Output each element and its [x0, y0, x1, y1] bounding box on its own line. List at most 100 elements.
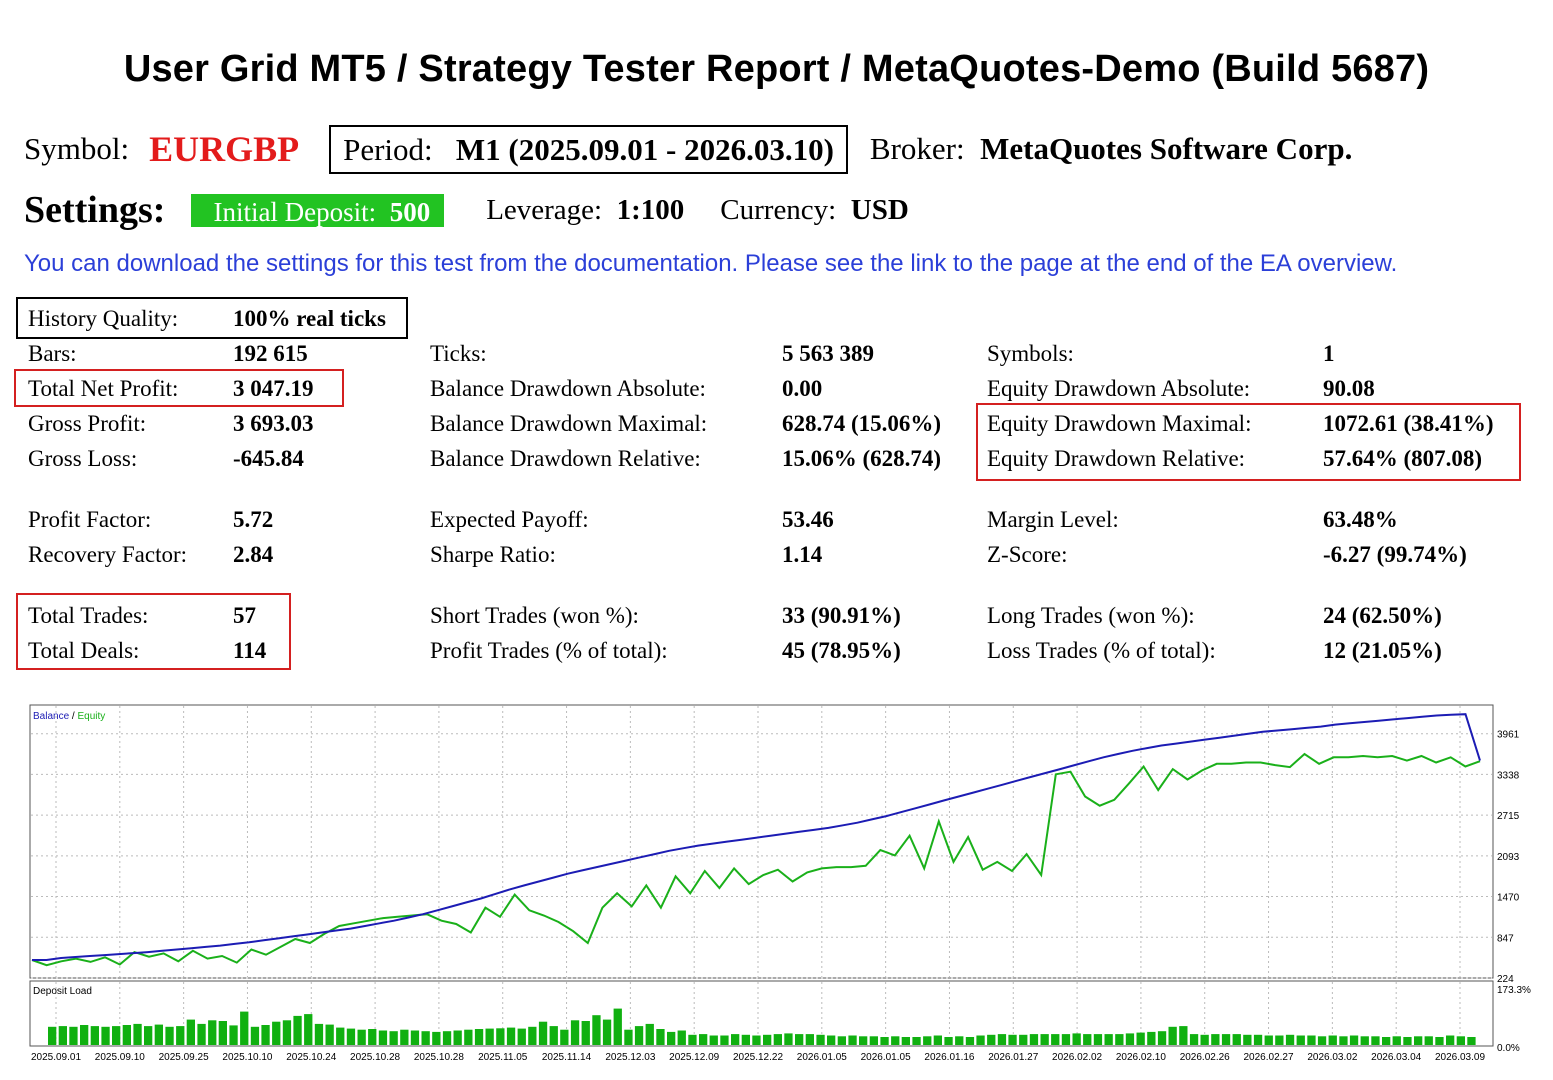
deposit-load-bar	[997, 1034, 1007, 1045]
deposit-load-bar	[923, 1036, 932, 1045]
deposit-load-bar	[933, 1035, 942, 1045]
net-profit-box	[14, 369, 344, 407]
x-tick-label: 2026.03.09	[1435, 1052, 1485, 1063]
deposit-load-bar	[346, 1028, 356, 1045]
x-tick-label: 2026.02.02	[1052, 1052, 1102, 1063]
deposit-load-bar	[250, 1026, 260, 1045]
x-tick-label: 2025.10.28	[414, 1052, 464, 1063]
stat-label: History Quality:	[28, 306, 179, 331]
deposit-y-tick-label: 0.0%	[1497, 1043, 1520, 1054]
deposit-load-bar	[581, 1021, 590, 1045]
deposit-load-bar	[848, 1035, 857, 1045]
deposit-load-bar	[1008, 1034, 1017, 1045]
x-tick-label: 2025.09.10	[95, 1052, 145, 1063]
deposit-load-bar	[517, 1028, 526, 1045]
stat-label: Loss Trades (% of total):	[987, 638, 1216, 663]
x-tick-label: 2025.12.09	[669, 1052, 719, 1063]
legend-separator: /	[69, 711, 77, 722]
initial-deposit-badge: Initial Deposit: 500	[191, 193, 445, 227]
deposit-load-bar	[1104, 1034, 1113, 1045]
deposit-load-bar	[827, 1035, 836, 1045]
x-tick-label: 2026.02.10	[1116, 1052, 1166, 1063]
deposit-load-bar	[549, 1026, 558, 1045]
deposit-load-bar	[1328, 1035, 1337, 1045]
deposit-load-bar	[720, 1035, 729, 1045]
deposit-load-bar	[1317, 1036, 1327, 1045]
stat-value: 3 047.19	[233, 376, 314, 401]
stat-value: 0.00	[782, 376, 823, 401]
period-value: M1 (2025.09.01 - 2026.03.10)	[455, 131, 834, 167]
deposit-load-bar	[1296, 1035, 1305, 1045]
deposit-load-bar	[432, 1031, 441, 1045]
documentation-link[interactable]: You can download the settings for this t…	[24, 250, 1398, 277]
x-tick-label: 2025.09.25	[159, 1052, 209, 1063]
stat-value: 2.84	[233, 542, 274, 567]
deposit-load-bar	[1264, 1035, 1273, 1045]
chart-legend: Balance / Equity	[33, 711, 105, 722]
deposit-load-bar	[1019, 1034, 1028, 1045]
stat-label: Equity Drawdown Relative:	[987, 446, 1246, 471]
x-tick-label: 2025.10.28	[350, 1052, 400, 1063]
legend-equity: Equity	[77, 711, 105, 722]
stat-label: Ticks:	[430, 341, 487, 366]
deposit-load-bar	[1382, 1037, 1391, 1045]
deposit-load-bar	[570, 1020, 580, 1045]
deposit-load-bar	[773, 1034, 782, 1045]
deposit-load-bar	[48, 1026, 57, 1045]
deposit-load-bar	[741, 1034, 750, 1045]
deposit-load-bar	[101, 1026, 110, 1045]
deposit-label: Initial Deposit:	[213, 196, 377, 227]
deposit-load-bar	[1051, 1034, 1060, 1045]
x-tick-label: 2026.01.05	[861, 1052, 911, 1063]
deposit-load-bar	[955, 1036, 964, 1045]
series-line-equity	[31, 752, 1481, 967]
symbol-row: Symbol: EURGBP Period: M1 (2025.09.01 - 20…	[24, 125, 1352, 174]
deposit-load-bar	[90, 1026, 99, 1045]
deposit-load-bar	[656, 1029, 665, 1045]
equity-drawdown-box	[976, 403, 1521, 481]
currency: Currency: USD	[720, 193, 908, 228]
currency-label: Currency:	[720, 194, 837, 227]
deposit-load-bar	[1221, 1034, 1231, 1045]
deposit-load-bar	[240, 1011, 249, 1045]
x-tick-label: 2025.12.03	[605, 1052, 655, 1063]
stat-label: Long Trades (won %):	[987, 603, 1195, 628]
deposit-load-bar	[1125, 1033, 1135, 1045]
deposit-load-bar	[282, 1020, 292, 1045]
deposit-load-bar	[69, 1026, 78, 1045]
stat-label: Profit Trades (% of total):	[430, 638, 668, 663]
x-tick-label: 2026.01.16	[924, 1052, 974, 1063]
y-tick-label: 224	[1497, 974, 1514, 985]
deposit-value: 500	[389, 196, 431, 227]
deposit-load-bar	[368, 1029, 377, 1045]
y-tick-label: 2715	[1497, 811, 1520, 822]
deposit-load-bar	[1136, 1032, 1145, 1045]
stat-label: Margin Level:	[987, 507, 1119, 532]
stat-value: -645.84	[233, 446, 304, 471]
x-tick-label: 2026.02.26	[1180, 1052, 1230, 1063]
deposit-load-bar	[1243, 1034, 1252, 1045]
deposit-load-bar	[389, 1031, 398, 1045]
stat-value: 192 615	[233, 341, 308, 366]
stat-value: 53.46	[782, 507, 834, 532]
x-tick-label: 2025.10.24	[286, 1052, 336, 1063]
deposit-load-bar	[1456, 1036, 1465, 1045]
deposit-load-panel-frame	[29, 980, 1494, 1047]
deposit-load-bar	[987, 1034, 996, 1045]
symbol-label: Symbol:	[24, 131, 130, 167]
deposit-load-bar	[80, 1025, 89, 1045]
y-tick-label: 3338	[1497, 770, 1520, 781]
deposit-load-bar	[1349, 1035, 1359, 1045]
stat-value: 5.72	[233, 507, 274, 532]
deposit-load-bar	[1360, 1036, 1369, 1045]
trades-box	[16, 593, 291, 670]
deposit-load-bar	[112, 1026, 121, 1045]
y-tick-label: 3961	[1497, 730, 1520, 741]
stat-label: Balance Drawdown Relative:	[430, 446, 701, 471]
legend-balance: Balance	[33, 711, 70, 722]
deposit-load-bar	[592, 1015, 601, 1045]
deposit-load-bar	[667, 1031, 676, 1045]
settings-row: Settings: Initial Deposit: 500 Leverage: 1…	[24, 188, 909, 232]
report-title: User Grid MT5 / Strategy Tester Report /…	[123, 48, 1430, 90]
broker-label: Broker:	[869, 131, 965, 167]
